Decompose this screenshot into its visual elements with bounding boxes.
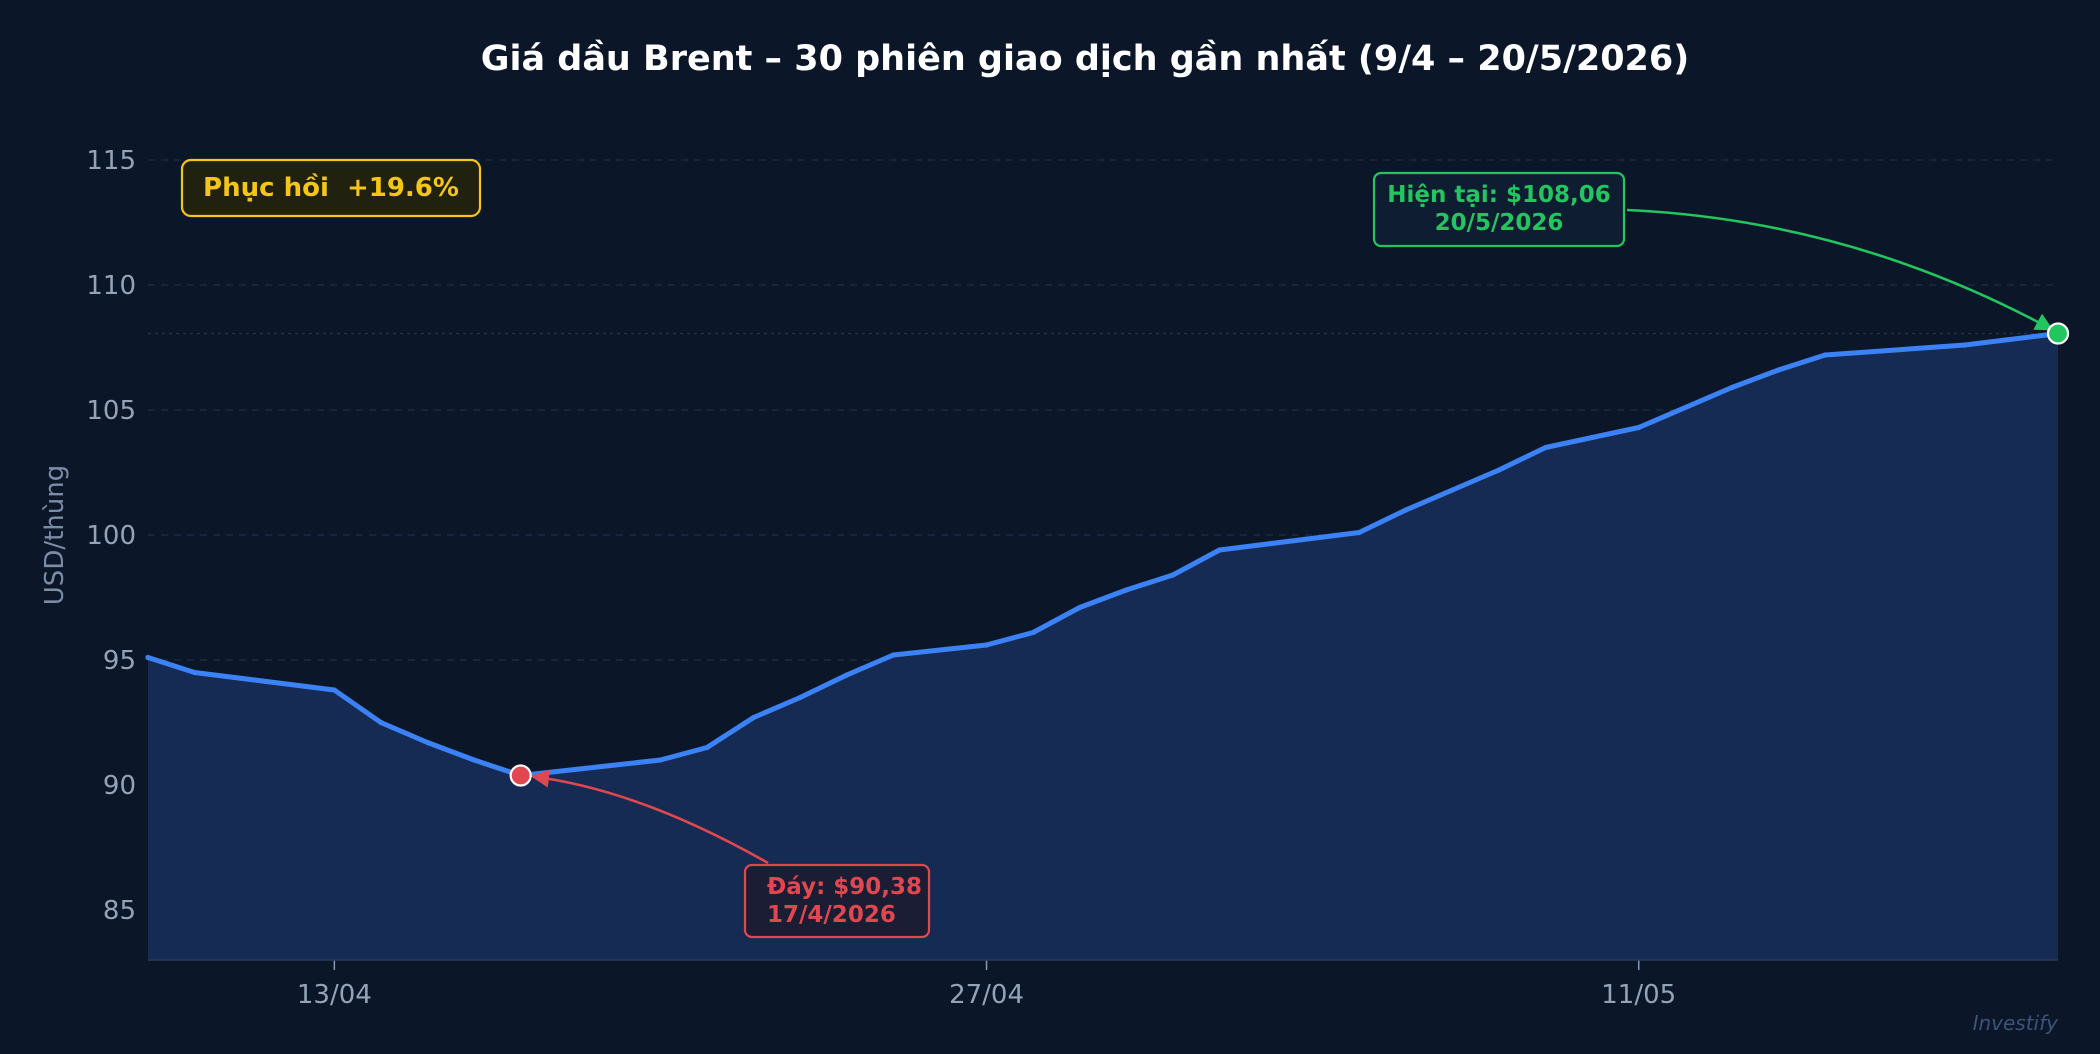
low-point-marker (509, 764, 532, 787)
data-point (1542, 444, 1549, 451)
data-point (1403, 507, 1409, 513)
x-tick-label: 11/05 (1601, 980, 1676, 1010)
y-tick-label: 85 (103, 896, 136, 926)
high-arrow (1626, 208, 2054, 331)
y-tick-label: 100 (86, 521, 136, 551)
data-point (1449, 487, 1455, 493)
area-fill-layer (148, 333, 2058, 960)
data-point (1962, 342, 1968, 348)
x-tick-label: 13/04 (297, 980, 372, 1010)
data-point (890, 652, 896, 658)
data-point (1775, 367, 1782, 373)
data-point (145, 654, 151, 661)
recovery-badge-box (180, 158, 482, 218)
data-point (1123, 587, 1129, 593)
data-point (1030, 629, 1036, 636)
data-point (1216, 547, 1223, 553)
data-point (844, 672, 850, 678)
data-point (1729, 384, 1735, 391)
data-point (1170, 572, 1176, 578)
y-tick-label: 115 (86, 146, 136, 176)
recovery-badge: Phục hồi +19.6% (203, 172, 459, 203)
data-point (1636, 424, 1642, 431)
data-point (704, 744, 710, 751)
low-label-box (743, 863, 931, 939)
data-point (1356, 529, 1362, 536)
axis-ticks: 85 90 95 100 105 110 115 13/04 27/04 11/05 (86, 146, 2058, 1010)
data-point (1496, 467, 1502, 473)
high-label-price: Hiện tại: $108,06 (1387, 182, 1610, 208)
data-point (331, 687, 337, 693)
price-line-layer (145, 330, 2061, 779)
low-label-price: Đáy: $90,38 (767, 874, 922, 900)
y-tick-label: 110 (86, 271, 136, 301)
data-point (1822, 352, 1828, 358)
data-point (657, 757, 664, 763)
data-point (378, 719, 384, 726)
watermark: Investify (1973, 1011, 2060, 1035)
data-point (751, 714, 757, 721)
y-tick-label: 105 (86, 396, 136, 426)
y-axis-label: USD/thùng (40, 465, 70, 605)
price-line (145, 331, 2061, 778)
low-arrow (530, 769, 769, 865)
high-label-date: 20/5/2026 (1435, 210, 1564, 236)
price-area-fill (148, 333, 2058, 960)
data-point (797, 694, 803, 701)
high-label-box (1372, 171, 1626, 248)
x-tick-label: 27/04 (949, 980, 1024, 1010)
high-point-marker (2046, 322, 2070, 345)
data-point (1077, 604, 1083, 611)
y-tick-label: 90 (103, 771, 136, 801)
data-point (983, 642, 990, 648)
data-point (424, 739, 431, 746)
chart-title: Giá dầu Brent – 30 phiên giao dịch gần n… (481, 38, 1690, 79)
data-point (471, 757, 477, 763)
data-point (191, 669, 198, 676)
low-label-date: 17/4/2026 (767, 902, 896, 928)
y-tick-label: 95 (103, 646, 136, 676)
